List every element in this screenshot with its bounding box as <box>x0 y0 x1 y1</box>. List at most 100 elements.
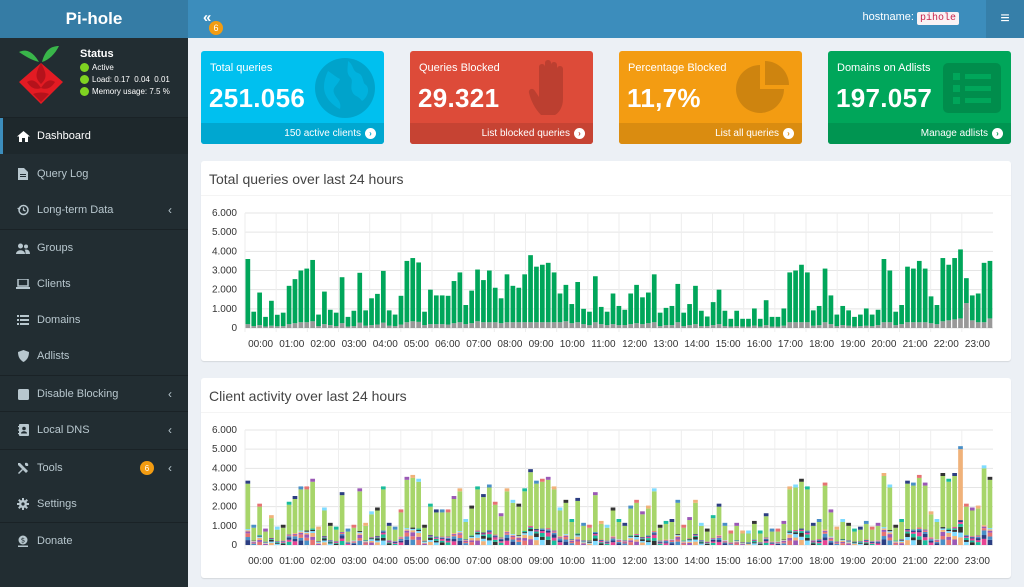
manage-adlists-link[interactable]: Manage adlists › <box>828 123 1011 144</box>
client-bar-segment <box>657 543 663 545</box>
client-bar-segment <box>887 484 893 488</box>
blocked-bar <box>634 323 639 328</box>
client-bar-segment <box>587 524 592 528</box>
client-bar-segment <box>286 539 292 542</box>
client-bar-segment <box>681 542 687 544</box>
permitted-bar <box>722 310 728 327</box>
client-bar-segment <box>469 542 475 545</box>
queries-over-time-chart[interactable]: 0 1.000 2.000 3.000 4.000 5.000 6.000 00:00 01:0… <box>201 161 1011 361</box>
nav-groups[interactable]: Groups <box>0 230 188 266</box>
client-activity-chart[interactable]: 0 1.000 2.000 3.000 4.000 5.000 6.000 00:00 01:0… <box>201 378 1011 578</box>
blocked-bar <box>257 325 262 328</box>
brand-logo[interactable]: Pi-hole <box>0 0 188 38</box>
permitted-bar <box>975 293 981 323</box>
list-blocked-queries-link[interactable]: List blocked queries › <box>410 123 593 144</box>
client-bar-segment <box>763 539 769 542</box>
client-bar-segment <box>575 541 581 545</box>
client-bar-segment <box>481 541 486 545</box>
client-bar-segment <box>516 537 522 541</box>
blocked-bar <box>504 322 510 328</box>
client-bar-segment <box>428 503 433 507</box>
client-bar-segment <box>539 532 545 537</box>
nav-donate[interactable]: $ Donate <box>0 523 188 559</box>
client-bar-segment <box>734 543 740 545</box>
list-all-queries-link[interactable]: List all queries › <box>619 123 802 144</box>
client-bar-segment <box>840 542 846 544</box>
client-bar-segment <box>310 531 315 533</box>
client-bar-segment <box>669 522 675 540</box>
blocked-bar <box>952 319 957 328</box>
client-bar-segment <box>675 541 681 545</box>
notification-badge[interactable]: 6 <box>209 21 223 35</box>
client-bar-segment <box>286 504 292 535</box>
client-bar-segment <box>610 536 616 538</box>
permitted-bar <box>551 272 557 323</box>
client-bar-segment <box>869 542 875 544</box>
permitted-bar <box>522 274 528 323</box>
y-tick-label: 4.000 <box>212 463 237 474</box>
client-bar-segment <box>787 531 793 533</box>
client-bar-segment <box>651 532 657 534</box>
client-bar-segment <box>316 526 321 530</box>
blocked-bar <box>805 322 810 328</box>
client-bar-segment <box>810 543 816 545</box>
client-bar-segment <box>958 520 963 522</box>
x-tick-label: 12:00 <box>622 339 647 350</box>
menu-toggle-button[interactable]: ≡ <box>986 0 1024 38</box>
client-bar-segment <box>445 509 451 513</box>
y-tick-label: 5.000 <box>212 227 237 238</box>
client-bar-segment <box>481 497 486 533</box>
client-bar-segment <box>557 540 563 543</box>
client-bar-segment <box>834 526 840 530</box>
client-bar-segment <box>534 533 539 538</box>
client-bar-segment <box>869 526 875 530</box>
client-bar-segment <box>952 529 957 532</box>
permitted-bar <box>675 283 681 323</box>
active-clients-link[interactable]: 150 active clients › <box>201 123 384 144</box>
client-bar-segment <box>274 543 280 544</box>
nav-dashboard[interactable]: Dashboard <box>0 118 188 154</box>
client-bar-segment <box>958 449 963 521</box>
blocked-bar <box>840 325 846 328</box>
client-bar-segment <box>922 530 928 532</box>
nav-clients[interactable]: Clients <box>0 266 188 302</box>
permitted-bar <box>787 272 793 323</box>
nav-label: Settings <box>37 498 77 510</box>
client-bar-segment <box>669 539 675 541</box>
client-bar-segment <box>958 446 963 450</box>
blocked-bar <box>881 322 887 328</box>
blocked-bar <box>545 322 551 328</box>
client-bar-segment <box>475 540 480 545</box>
client-bar-segment <box>339 535 345 539</box>
client-bar-segment <box>269 539 274 542</box>
client-bar-segment <box>445 537 451 538</box>
blocked-bar <box>345 326 351 328</box>
nav-tools[interactable]: Tools 6 ‹ <box>0 450 188 486</box>
client-bar-segment <box>304 489 310 531</box>
client-bar-segment <box>322 510 327 537</box>
client-bar-segment <box>551 537 557 541</box>
permitted-bar <box>357 272 363 323</box>
client-bar-segment <box>981 465 987 469</box>
nav-query-log[interactable]: Query Log <box>0 156 188 192</box>
client-bar-segment <box>952 473 957 476</box>
nav-adlists[interactable]: Adlists <box>0 338 188 374</box>
domains-on-adlists-box: Domains on Adlists 197.057 Manage adlist… <box>828 51 1011 144</box>
client-bar-segment <box>581 522 586 526</box>
nav-settings[interactable]: Settings <box>0 486 188 522</box>
nav-long-term-data[interactable]: Long-term Data ‹ <box>0 192 188 228</box>
nav-local-dns[interactable]: Local DNS ‹ <box>0 412 188 448</box>
x-tick-label: 06:00 <box>435 339 460 350</box>
client-bar-segment <box>492 534 498 536</box>
nav-domains[interactable]: Domains <box>0 302 188 338</box>
client-bar-segment <box>475 534 480 538</box>
collapse-sidebar-icon[interactable]: « <box>203 9 212 26</box>
box-label: Percentage Blocked <box>628 62 727 74</box>
nav-disable-blocking[interactable]: Disable Blocking ‹ <box>0 376 188 412</box>
client-bar-segment <box>575 535 581 537</box>
client-bar-segment <box>805 489 810 531</box>
client-bar-segment <box>640 542 645 545</box>
client-bar-segment <box>492 539 498 542</box>
permitted-bar <box>404 260 410 323</box>
x-tick-label: 07:00 <box>466 339 491 350</box>
